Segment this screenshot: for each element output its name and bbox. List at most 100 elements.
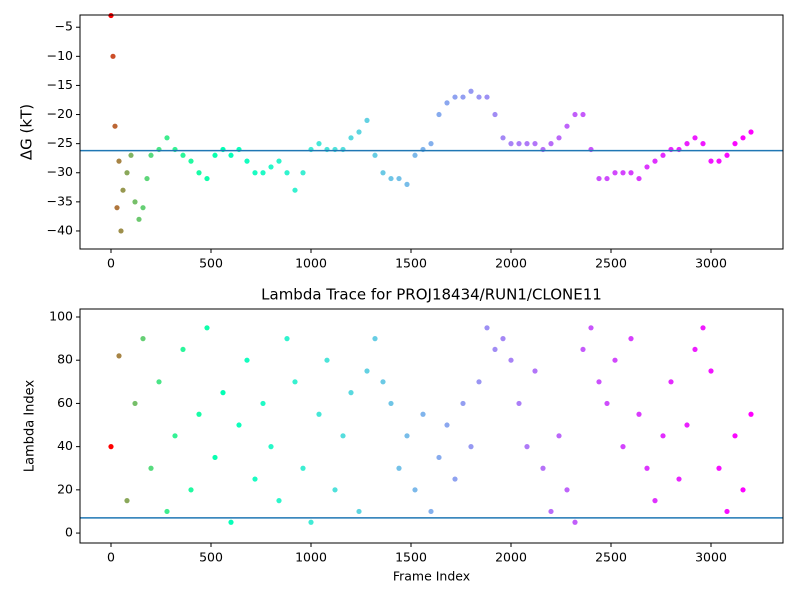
point	[252, 476, 258, 482]
point	[644, 465, 650, 471]
point	[204, 175, 210, 182]
point	[276, 498, 282, 504]
point	[692, 135, 698, 141]
x-tick-label: 500	[199, 256, 223, 271]
point	[164, 508, 170, 515]
point	[484, 325, 490, 331]
point	[144, 175, 150, 182]
x-tick-label: 2500	[595, 256, 627, 271]
point	[452, 476, 458, 482]
point	[112, 123, 118, 129]
point	[396, 465, 402, 471]
x-tick-label: 3000	[695, 550, 727, 565]
chart-title: Lambda Trace for PROJ18434/RUN1/CLONE11	[261, 286, 602, 304]
point	[132, 400, 138, 407]
point	[596, 175, 602, 182]
point	[580, 346, 586, 353]
y-tick-label: 80	[57, 352, 73, 367]
point	[156, 379, 162, 385]
point	[388, 400, 394, 407]
point	[508, 141, 514, 147]
point	[500, 135, 506, 141]
point	[236, 422, 242, 428]
point	[356, 129, 362, 135]
point	[340, 433, 346, 439]
point	[244, 158, 250, 164]
point	[116, 353, 122, 359]
point	[132, 199, 138, 205]
point	[732, 433, 738, 439]
point	[708, 158, 714, 164]
point	[564, 487, 570, 493]
point	[556, 135, 562, 141]
point	[276, 158, 282, 164]
plot-frame	[79, 308, 784, 544]
point	[284, 170, 290, 176]
x-tick-label: 3000	[695, 256, 727, 271]
point	[118, 228, 124, 234]
y-tick-label: −10	[47, 48, 73, 63]
y-tick-label: −30	[47, 164, 73, 179]
x-axis-label: Frame Index	[393, 569, 470, 584]
point	[452, 94, 458, 100]
point	[612, 170, 618, 176]
point	[292, 187, 298, 193]
point	[620, 444, 626, 450]
point	[108, 444, 114, 450]
point	[128, 152, 134, 158]
plot-frame	[79, 14, 784, 250]
point	[284, 336, 290, 342]
point	[380, 170, 386, 176]
point	[136, 216, 142, 222]
point	[492, 346, 498, 353]
point	[244, 357, 250, 363]
point	[172, 433, 178, 439]
point	[684, 141, 690, 147]
point	[428, 141, 434, 147]
point	[348, 390, 354, 396]
point	[596, 379, 602, 385]
point	[180, 346, 186, 353]
point	[700, 325, 706, 331]
point	[148, 152, 154, 158]
point	[220, 390, 226, 396]
point	[708, 368, 714, 374]
point	[628, 170, 634, 176]
point	[724, 508, 730, 515]
point	[476, 94, 482, 100]
x-tick-label: 1500	[395, 550, 427, 565]
point	[684, 422, 690, 428]
point	[668, 379, 674, 385]
point	[444, 422, 450, 428]
y-tick-label: −20	[47, 106, 73, 121]
point	[148, 465, 154, 471]
point	[516, 141, 522, 147]
point	[492, 111, 498, 118]
point	[692, 346, 698, 353]
point	[196, 411, 202, 417]
point	[268, 444, 274, 450]
point	[188, 158, 194, 164]
point	[660, 433, 666, 439]
point	[436, 111, 442, 118]
point	[676, 476, 682, 482]
y-axis-label: ΔG (kT)	[18, 104, 36, 160]
point	[204, 325, 210, 331]
point	[652, 498, 658, 504]
y-tick-label: 100	[49, 308, 73, 323]
y-tick-label: −15	[47, 77, 73, 92]
point	[412, 487, 418, 493]
point	[300, 170, 306, 176]
point	[660, 152, 666, 158]
point	[716, 465, 722, 471]
point	[348, 135, 354, 141]
point	[388, 175, 394, 182]
point	[620, 170, 626, 176]
x-tick-label: 1500	[395, 256, 427, 271]
point	[356, 508, 362, 515]
x-tick-label: 2500	[595, 550, 627, 565]
y-tick-label: −25	[47, 135, 73, 150]
point	[124, 498, 130, 504]
point	[748, 129, 754, 135]
y-tick-label: 40	[57, 438, 73, 453]
